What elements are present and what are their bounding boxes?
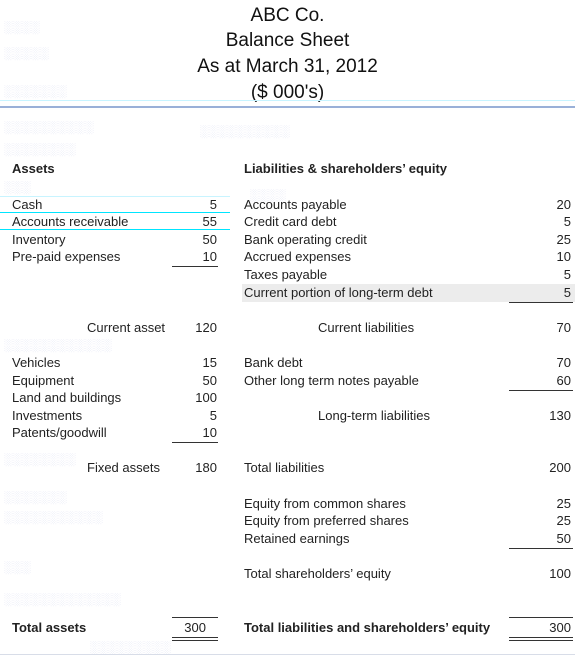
current-assets-underline [172, 266, 218, 267]
liability-value-bank-debt: 70 [556, 355, 571, 370]
liability-value-credit-card: 5 [563, 214, 571, 229]
asset-value-land: 100 [195, 390, 217, 405]
grand-total-double-rule-2 [509, 640, 573, 641]
statement-date: As at March 31, 2012 [197, 56, 378, 77]
row-highlight [242, 284, 575, 302]
liability-value-accrued: 10 [556, 249, 571, 264]
asset-value-receivable: 55 [202, 214, 217, 229]
company-name: ABC Co. [250, 5, 325, 26]
liability-label-notes: Other long term notes payable [244, 373, 419, 388]
total-liabilities-label: Total liabilities [244, 460, 325, 475]
liability-label-taxes: Taxes payable [244, 267, 328, 282]
ghost-artifact: ░░░░ [4, 20, 41, 34]
grand-total-top-rule [509, 617, 573, 618]
ghost-artifact: ░░░ [4, 180, 32, 194]
liability-value-current-ltd: 5 [563, 285, 571, 300]
asset-label-inventory: Inventory [12, 232, 66, 247]
ghost-artifact: ░░░ [4, 560, 32, 574]
equity-value-retained: 50 [556, 531, 571, 546]
fixed-assets-total-label: Fixed assets [87, 460, 160, 475]
ghost-artifact: ░░░░░░░░░░░░░ [4, 592, 122, 606]
liability-value-bank-operating: 25 [556, 232, 571, 247]
liability-label-credit-card: Credit card debt [244, 214, 337, 229]
total-assets-double-rule-1 [172, 637, 218, 638]
liability-label-bank-operating: Bank operating credit [244, 232, 367, 247]
ghost-artifact: ░░░░░░░░ [4, 452, 77, 466]
grand-total-double-rule-1 [509, 637, 573, 638]
long-term-underline [509, 390, 573, 391]
asset-value-cash: 5 [209, 197, 217, 212]
ghost-artifact: ░░░░░░░░░ [90, 640, 172, 654]
liability-label-accrued: Accrued expenses [244, 249, 351, 264]
total-assets-top-rule [172, 617, 218, 618]
asset-label-land: Land and buildings [12, 390, 122, 405]
grand-total-label: Total liabilities and shareholders’ equi… [244, 620, 491, 635]
ghost-artifact: ░░░░░ [4, 46, 50, 60]
equity-label-common: Equity from common shares [244, 496, 406, 511]
statement-title: Balance Sheet [225, 30, 350, 51]
asset-label-cash: Cash [12, 197, 43, 212]
long-term-total-label: Long-term liabilities [318, 408, 430, 423]
total-equity-value: 100 [549, 566, 571, 581]
title-divider-faint [0, 100, 575, 101]
scan-band [0, 229, 230, 230]
asset-label-prepaid: Pre-paid expenses [12, 249, 121, 264]
assets-heading: Assets [12, 161, 55, 176]
current-asset-total-value: 120 [195, 320, 217, 335]
fixed-assets-total-value: 180 [195, 460, 217, 475]
asset-label-equipment: Equipment [12, 373, 75, 388]
title-divider [0, 106, 575, 108]
liability-label-payable: Accounts payable [244, 197, 347, 212]
asset-value-equipment: 50 [202, 373, 217, 388]
liability-value-notes: 60 [556, 373, 571, 388]
ghost-artifact: ░░░░░░░░░░ [4, 120, 95, 134]
total-assets-double-rule-2 [172, 640, 218, 641]
total-liabilities-value: 200 [549, 460, 571, 475]
current-liabilities-underline [509, 302, 573, 303]
statement-units: ($ 000's) [250, 82, 325, 103]
asset-value-inventory: 50 [202, 232, 217, 247]
asset-value-vehicles: 15 [202, 355, 217, 370]
ghost-artifact: ░░░░░░░░ [4, 142, 77, 156]
asset-label-vehicles: Vehicles [12, 355, 61, 370]
ghost-artifact: ░░░░░░░ [4, 490, 68, 504]
ghost-artifact: ░░░░░░░░░░░ [4, 510, 104, 524]
asset-value-prepaid: 10 [202, 249, 217, 264]
ghost-artifact: ░░░░░░░░░░ [200, 124, 291, 138]
scan-band [0, 212, 230, 213]
asset-value-patents: 10 [202, 425, 217, 440]
asset-value-investments: 5 [209, 408, 217, 423]
liability-value-taxes: 5 [563, 267, 571, 282]
total-assets-value: 300 [184, 620, 206, 635]
scan-band [0, 196, 230, 197]
current-liabilities-total-label: Current liabilities [318, 320, 415, 335]
total-assets-label: Total assets [12, 620, 87, 635]
grand-total-value: 300 [549, 620, 571, 635]
liability-value-payable: 20 [556, 197, 571, 212]
ghost-artifact: ░░░░░░░ [4, 84, 68, 98]
asset-label-patents: Patents/goodwill [12, 425, 107, 440]
fixed-assets-underline [172, 442, 218, 443]
liabilities-heading: Liabilities & shareholders’ equity [244, 161, 448, 176]
equity-label-preferred: Equity from preferred shares [244, 513, 409, 528]
equity-value-preferred: 25 [556, 513, 571, 528]
bottom-border [0, 654, 575, 655]
ghost-artifact: ░░░░░░░░░░░░ [4, 338, 113, 352]
ghost-artifact: ░░░░ [250, 188, 287, 202]
equity-label-retained: Retained earnings [244, 531, 350, 546]
asset-label-receivable: Accounts receivable [12, 214, 129, 229]
long-term-total-value: 130 [549, 408, 571, 423]
asset-label-investments: Investments [12, 408, 83, 423]
current-liabilities-total-value: 70 [556, 320, 571, 335]
liability-label-bank-debt: Bank debt [244, 355, 303, 370]
equity-underline [509, 548, 573, 549]
equity-value-common: 25 [556, 496, 571, 511]
total-equity-label: Total shareholders’ equity [244, 566, 391, 581]
current-asset-total-label: Current asset [87, 320, 166, 335]
liability-label-current-ltd: Current portion of long-term debt [244, 285, 433, 300]
